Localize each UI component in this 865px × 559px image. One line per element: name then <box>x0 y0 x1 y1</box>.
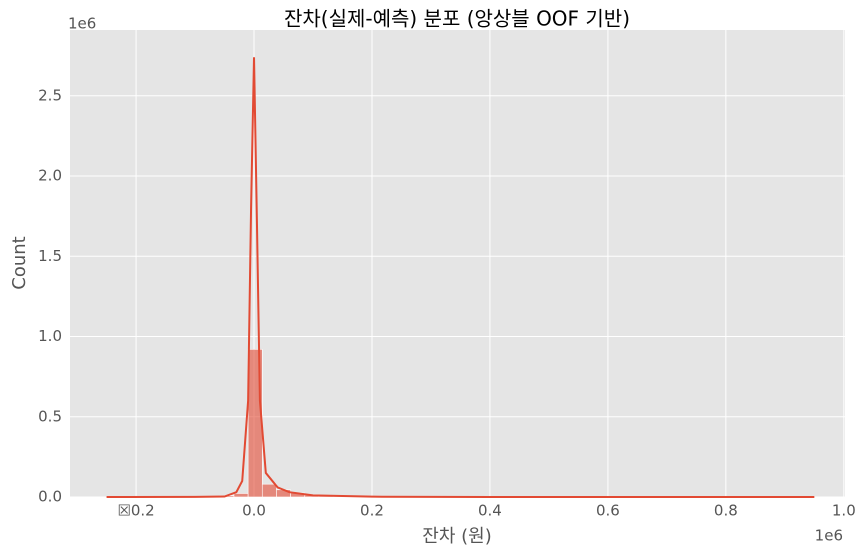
plot-area <box>70 30 845 497</box>
y-tick-label: 2.0 <box>38 167 62 185</box>
x-tick-label: ☒0.2 <box>117 502 154 520</box>
x-tick-label: 0.2 <box>360 502 384 520</box>
y-offset-label: 1e6 <box>68 15 96 33</box>
y-tick-label: 1.5 <box>38 247 62 265</box>
x-offset-label: 1e6 <box>815 527 843 545</box>
y-tick-label: 0.5 <box>38 407 62 425</box>
chart-title: 잔차(실제-예측) 분포 (앙상블 OOF 기반) <box>284 7 630 31</box>
y-tick-label: 0.0 <box>38 488 62 506</box>
x-tick-label: 0.0 <box>242 502 266 520</box>
x-tick-label: 1.0 <box>832 502 856 520</box>
y-tick-label: 1.0 <box>38 327 62 345</box>
kde-line <box>106 57 815 498</box>
x-tick-label: 0.4 <box>478 502 502 520</box>
x-tick-label: 0.8 <box>714 502 738 520</box>
x-axis-label: 잔차 (원) <box>422 526 491 547</box>
y-tick-label: 2.5 <box>38 86 62 104</box>
histogram-bar <box>261 483 277 498</box>
y-axis-label: Count <box>9 236 30 289</box>
x-tick-label: 0.6 <box>596 502 620 520</box>
histogram-bar <box>233 493 249 498</box>
